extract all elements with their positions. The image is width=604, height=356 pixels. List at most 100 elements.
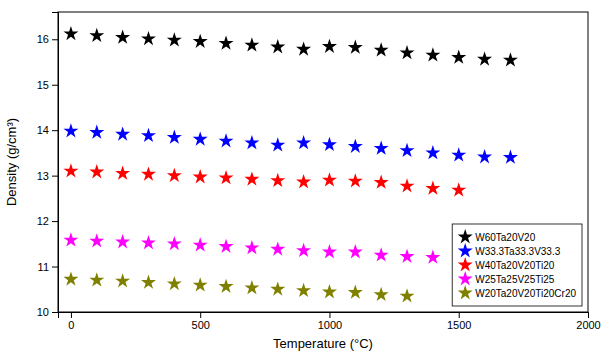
legend-swatch bbox=[458, 229, 473, 243]
tick: 10 bbox=[37, 306, 58, 318]
point bbox=[219, 170, 234, 184]
point bbox=[63, 26, 78, 40]
point bbox=[348, 244, 363, 258]
point bbox=[89, 28, 104, 42]
points bbox=[63, 26, 518, 303]
tick: 0 bbox=[68, 312, 74, 331]
point bbox=[348, 285, 363, 299]
tick: 12 bbox=[37, 215, 58, 227]
series bbox=[63, 123, 518, 164]
point bbox=[296, 41, 311, 55]
point bbox=[425, 145, 440, 159]
point bbox=[374, 287, 389, 301]
point bbox=[322, 39, 337, 53]
point bbox=[115, 273, 130, 287]
legend-swatch bbox=[458, 271, 473, 285]
point bbox=[451, 147, 466, 161]
point bbox=[244, 171, 259, 185]
y-axis-title: Density (g/cm³) bbox=[4, 118, 19, 206]
series bbox=[63, 26, 518, 67]
legend-label: W20Ta20V20Ti20Cr20 bbox=[475, 288, 576, 299]
point bbox=[141, 235, 156, 249]
point bbox=[374, 140, 389, 154]
point bbox=[219, 279, 234, 293]
point bbox=[296, 283, 311, 297]
tick-mark bbox=[52, 176, 58, 177]
point bbox=[167, 168, 182, 182]
tick-mark bbox=[52, 85, 58, 86]
tick-label: 1000 bbox=[318, 319, 342, 331]
tick: 500 bbox=[192, 312, 210, 331]
point bbox=[193, 277, 208, 291]
point bbox=[193, 169, 208, 183]
point bbox=[400, 288, 415, 302]
tick-label: 11 bbox=[38, 261, 49, 273]
tick: 13 bbox=[37, 170, 58, 182]
point bbox=[141, 128, 156, 142]
point bbox=[63, 271, 78, 285]
point bbox=[503, 52, 518, 66]
tick-label: 16 bbox=[37, 33, 49, 45]
axis-line bbox=[59, 313, 589, 319]
chart: 050010001500200010111213141516W60Ta20V20… bbox=[0, 0, 604, 356]
legend-swatch bbox=[458, 257, 473, 271]
point bbox=[374, 42, 389, 56]
point bbox=[322, 137, 337, 151]
point bbox=[219, 133, 234, 147]
point bbox=[167, 32, 182, 46]
point bbox=[219, 35, 234, 49]
tick-mark bbox=[52, 130, 58, 131]
legend-box bbox=[452, 224, 582, 306]
point bbox=[270, 241, 285, 255]
point bbox=[193, 237, 208, 251]
point bbox=[167, 276, 182, 290]
point bbox=[244, 280, 259, 294]
tick-label: 14 bbox=[37, 124, 49, 136]
tick: 15 bbox=[37, 79, 58, 91]
point bbox=[115, 126, 130, 140]
point bbox=[503, 150, 518, 164]
tick-mark bbox=[52, 39, 58, 40]
y-axis: 10 11 12 13 14 15 16 bbox=[37, 13, 59, 319]
point bbox=[244, 240, 259, 254]
tick-label: 15 bbox=[37, 79, 49, 91]
point bbox=[270, 281, 285, 295]
point bbox=[89, 164, 104, 178]
point bbox=[451, 50, 466, 64]
tick: 1500 bbox=[447, 312, 471, 331]
point bbox=[400, 178, 415, 192]
point bbox=[348, 139, 363, 153]
x-axis: 0500100015002000 bbox=[59, 312, 601, 331]
tick-mark bbox=[200, 312, 201, 318]
point bbox=[296, 174, 311, 188]
series bbox=[63, 232, 440, 264]
tick-label: 0 bbox=[68, 319, 74, 331]
point bbox=[374, 175, 389, 189]
tick-label: 12 bbox=[37, 215, 49, 227]
point bbox=[322, 172, 337, 186]
tick-mark bbox=[52, 221, 58, 222]
point bbox=[477, 51, 492, 65]
axis-line bbox=[52, 13, 59, 313]
point bbox=[322, 284, 337, 298]
tick-label: 10 bbox=[37, 306, 49, 318]
point bbox=[348, 173, 363, 187]
point bbox=[63, 163, 78, 177]
point bbox=[477, 149, 492, 163]
legend-label: W60Ta20V20 bbox=[475, 232, 535, 243]
point bbox=[296, 243, 311, 257]
point bbox=[270, 173, 285, 187]
point bbox=[89, 272, 104, 286]
legend-label: W33.3Ta33.3V33.3 bbox=[475, 246, 560, 257]
point bbox=[63, 123, 78, 137]
point bbox=[89, 125, 104, 139]
tick: 11 bbox=[38, 261, 58, 273]
tick: 16 bbox=[37, 33, 58, 45]
point bbox=[400, 249, 415, 263]
tick-label: 13 bbox=[37, 170, 49, 182]
point bbox=[270, 137, 285, 151]
point bbox=[348, 40, 363, 54]
point bbox=[296, 135, 311, 149]
tick-label: 500 bbox=[192, 319, 210, 331]
point bbox=[322, 244, 337, 258]
